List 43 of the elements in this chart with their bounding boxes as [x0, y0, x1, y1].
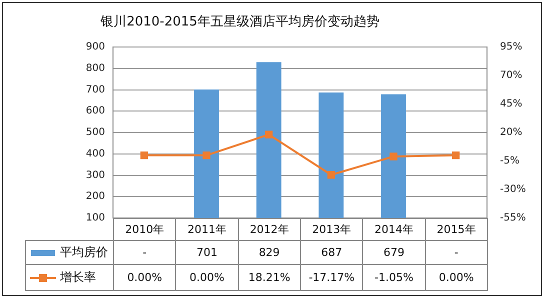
x-tick-label: 2015年 — [425, 218, 488, 240]
y-tick-label: 200 — [86, 191, 105, 202]
y2-tick-label: 20% — [500, 127, 522, 138]
x-tick-label: 2011年 — [176, 218, 238, 240]
y-tick-label: 700 — [86, 84, 105, 96]
data-label: 701 — [176, 240, 238, 264]
data-label: 829 — [238, 240, 300, 264]
legend-label: 增长率 — [60, 270, 96, 284]
x-tick-label: 2013年 — [300, 218, 363, 240]
y-tick-label: 400 — [86, 148, 105, 160]
point — [265, 130, 273, 138]
x-tick-label: 2012年 — [238, 218, 300, 240]
point — [327, 171, 335, 179]
data-label: -17.17% — [300, 264, 363, 290]
y2-tick-label: -55% — [500, 212, 526, 224]
y-tick-label: 100 — [86, 212, 105, 224]
data-label: 0.00% — [176, 264, 238, 290]
text: - — [142, 246, 147, 259]
text: - — [454, 246, 458, 259]
point — [452, 151, 460, 160]
point — [140, 151, 148, 160]
y2-tick-label: 95% — [500, 42, 522, 53]
data-label: 0.00% — [114, 264, 176, 290]
point — [202, 151, 210, 160]
y2-tick-label: 45% — [500, 98, 522, 110]
data-label: 18.21% — [238, 264, 300, 290]
y-tick-label: 600 — [86, 106, 105, 117]
chart-title: 银川2010-2015年五星级酒店平均房价变动趋势 — [100, 13, 380, 30]
x-tick-label: 2014年 — [362, 218, 426, 240]
legend-label: 平均房价 — [60, 245, 108, 259]
y-tick-label: 900 — [86, 42, 105, 53]
data-label: 679 — [362, 240, 426, 264]
y2-tick-label: -5% — [500, 156, 520, 167]
y-tick-label: 500 — [86, 127, 105, 138]
data-label: 0.00% — [425, 264, 488, 290]
point — [390, 152, 398, 160]
y2-tick-label: -30% — [500, 184, 526, 196]
data-label: -1.05% — [362, 264, 426, 290]
y-tick-label: 800 — [86, 62, 105, 74]
x-tick-label: 2010年 — [114, 218, 176, 240]
data-label: 687 — [300, 240, 363, 264]
y2-tick-label: 70% — [500, 70, 522, 82]
y-tick-label: 300 — [86, 170, 105, 181]
